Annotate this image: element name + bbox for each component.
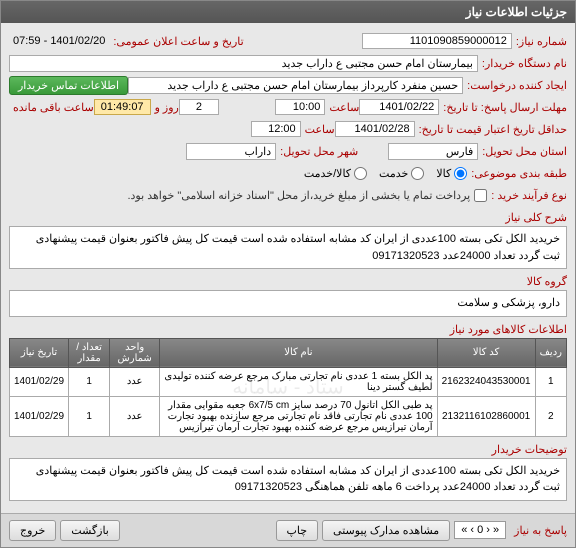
value-deadline-date: 1401/02/22 xyxy=(359,99,439,115)
label-category: طبقه بندی موضوعی: xyxy=(467,167,567,180)
label-items: اطلاعات کالاهای مورد نیاز xyxy=(9,323,567,336)
treasury-checkbox[interactable] xyxy=(474,189,487,202)
value-remaining-time: 01:49:07 xyxy=(94,99,151,115)
value-need-no: 1101090859000012 xyxy=(362,33,512,49)
radio-service[interactable]: خدمت xyxy=(379,167,424,180)
label-requester: ایجاد کننده درخواست: xyxy=(463,79,567,92)
exit-button[interactable]: خروج xyxy=(9,520,56,541)
value-province: فارس xyxy=(388,143,478,160)
th-row: ردیف xyxy=(535,338,566,367)
label-reply: پاسخ به نیاز xyxy=(510,524,567,537)
label-group: گروه کالا xyxy=(9,275,567,288)
label-validity: حداقل تاریخ اعتبار قیمت تا تاریخ: xyxy=(415,123,567,136)
group-box: دارو، پزشکی و سلامت xyxy=(9,290,567,317)
label-need-no: شماره نیاز: xyxy=(512,35,567,48)
treasury-text: پرداخت تمام یا بخشی از مبلغ خرید،از محل … xyxy=(127,189,470,202)
label-process: نوع فرآیند خرید : xyxy=(487,189,567,202)
buyer-notes-box: خریدید الکل تکی بسته 100عددی از ایران کد… xyxy=(9,458,567,501)
need-desc-box: خریدید الکل تکی بسته 100عددی از ایران کد… xyxy=(9,226,567,269)
value-validity-date: 1401/02/28 xyxy=(335,121,415,137)
table-row: 1 2162324043530001 پد الکل بسته 1 عددی ن… xyxy=(10,367,567,396)
radio-service-input[interactable] xyxy=(411,167,424,180)
label-announce-time: تاریخ و ساعت اعلان عمومی: xyxy=(109,35,243,48)
value-city: داراب xyxy=(186,143,276,160)
panel-title: جزئیات اطلاعات نیاز xyxy=(1,1,575,23)
print-button[interactable]: چاپ xyxy=(276,520,319,541)
table-row: 2 2132116102860001 پد طبی الکل اتانول 70… xyxy=(10,396,567,436)
radio-both[interactable]: کالا/خدمت xyxy=(304,167,367,180)
pager: « ‹ 0 › » xyxy=(454,521,506,539)
label-buyer: نام دستگاه خریدار: xyxy=(478,57,567,70)
label-hour1: ساعت xyxy=(325,101,359,114)
back-button[interactable]: بازگشت xyxy=(60,520,120,541)
label-buyer-notes: توضیحات خریدار xyxy=(9,443,567,456)
radio-both-input[interactable] xyxy=(354,167,367,180)
label-province: استان محل تحویل: xyxy=(478,145,567,158)
category-radio-group: کالا خدمت کالا/خدمت xyxy=(304,167,467,180)
th-date: تاریخ نیاز xyxy=(10,338,69,367)
label-dayand: روز و xyxy=(151,101,179,114)
label-city: شهر محل تحویل: xyxy=(276,145,358,158)
value-buyer: بیمارستان امام حسن مجتبی ع داراب جدید xyxy=(9,55,478,72)
value-requester: حسین منفرد کارپرداز بیمارستان امام حسن م… xyxy=(128,77,463,94)
label-need-desc: شرح کلی نیاز xyxy=(9,211,567,224)
value-deadline-time: 10:00 xyxy=(275,99,325,115)
th-code: کد کالا xyxy=(437,338,535,367)
radio-goods-input[interactable] xyxy=(454,167,467,180)
label-remaining: ساعت باقی مانده xyxy=(9,101,94,114)
items-table: ردیف کد کالا نام کالا واحد شمارش تعداد /… xyxy=(9,338,567,437)
value-days: 2 xyxy=(179,99,219,115)
label-hour2: ساعت xyxy=(301,123,335,136)
radio-goods[interactable]: کالا xyxy=(436,167,467,180)
value-validity-time: 12:00 xyxy=(251,121,301,137)
buyer-contact-button[interactable]: اطلاعات تماس خریدار xyxy=(9,76,128,95)
label-deadline: مهلت ارسال پاسخ: تا تاریخ: xyxy=(439,101,567,114)
value-announce-time: 1401/02/20 - 07:59 xyxy=(9,34,109,48)
th-qty: تعداد / مقدار xyxy=(69,338,110,367)
view-docs-button[interactable]: مشاهده مدارک پیوستی xyxy=(322,520,450,541)
th-name: نام کالا xyxy=(160,338,437,367)
th-unit: واحد شمارش xyxy=(110,338,160,367)
